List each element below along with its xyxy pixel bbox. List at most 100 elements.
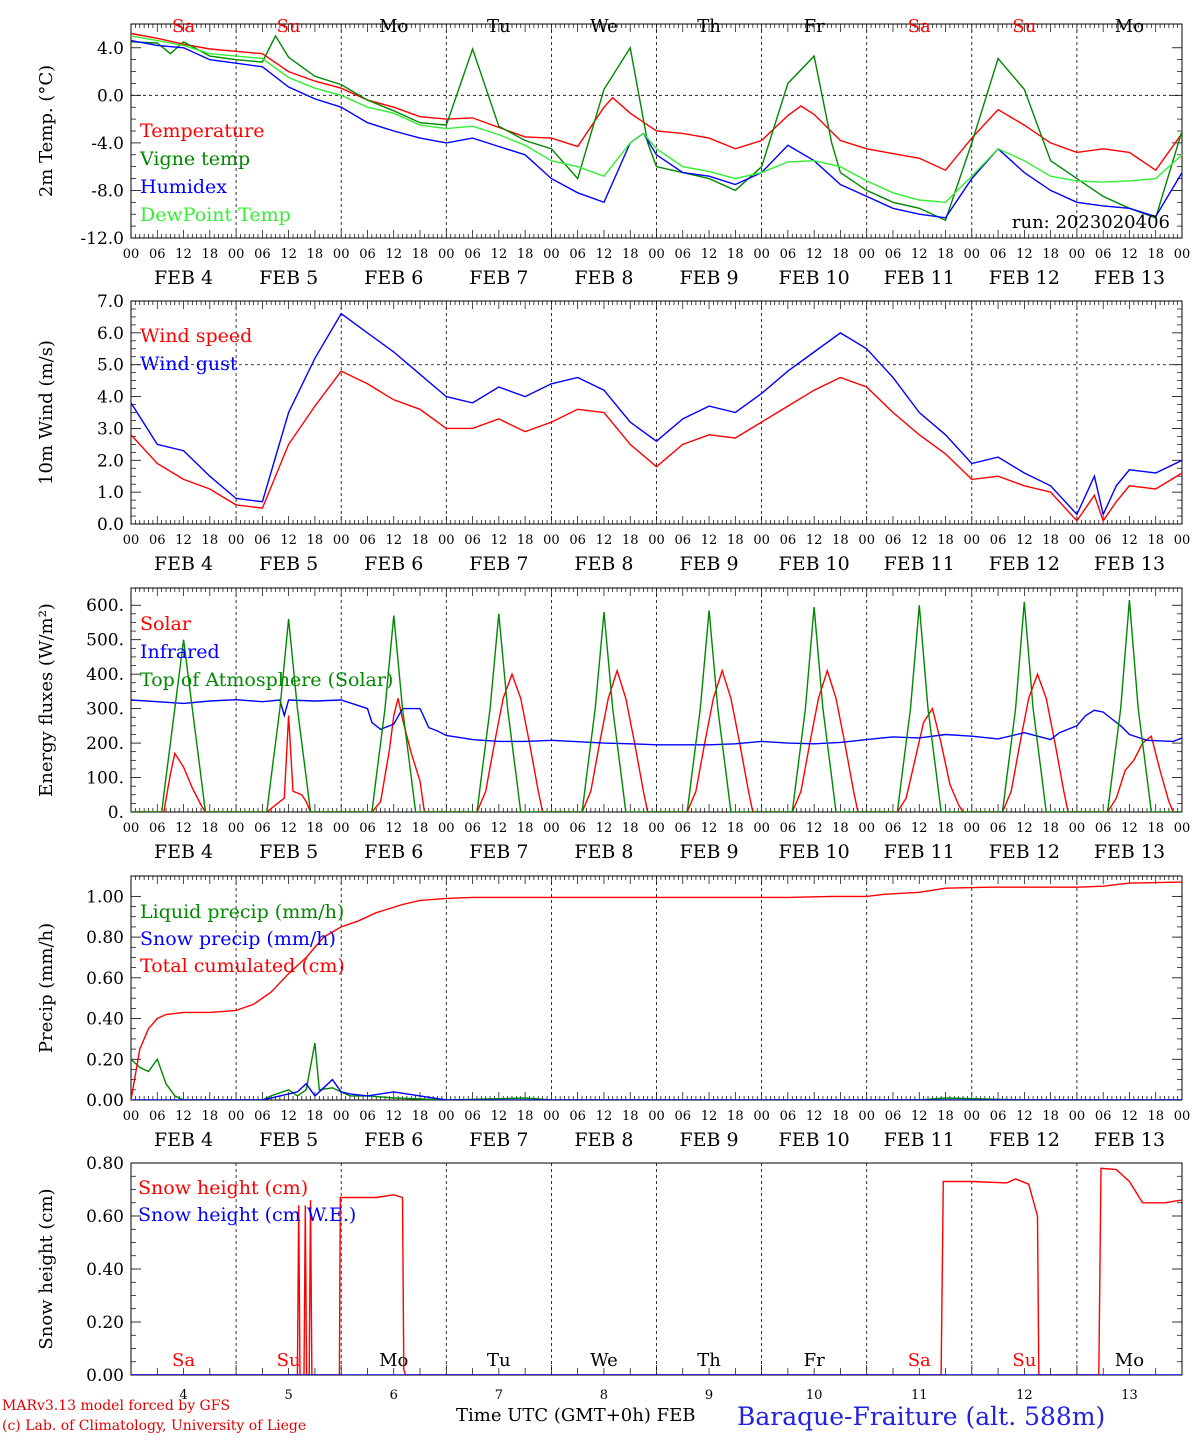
series-line — [131, 312, 1182, 517]
x-date-label: FEB 11 — [884, 841, 955, 863]
x-date-label: 12 — [1016, 1388, 1033, 1403]
x-hour-label: 18 — [1042, 247, 1059, 262]
x-hour-label: 18 — [517, 247, 534, 262]
x-hour-label: 18 — [832, 821, 849, 836]
x-hour-label: 12 — [1016, 533, 1033, 548]
x-date-label: FEB 5 — [259, 1129, 318, 1151]
x-hour-label: 00 — [858, 1109, 875, 1124]
x-hour-label: 18 — [622, 821, 639, 836]
y-tick-label: 0.20 — [86, 1050, 124, 1070]
weekday-label: Th — [697, 16, 721, 37]
x-hour-label: 12 — [596, 247, 613, 262]
x-hour-label: 00 — [1069, 247, 1086, 262]
y-tick-label: 5.0 — [97, 356, 124, 376]
x-hour-label: 12 — [911, 1109, 928, 1124]
x-hour-label: 06 — [464, 533, 481, 548]
x-hour-label: 18 — [307, 533, 324, 548]
y-tick-label: 2.0 — [97, 451, 124, 471]
x-hour-label: 00 — [1069, 1109, 1086, 1124]
y-tick-label: -4.0 — [91, 134, 124, 154]
series-line — [131, 32, 1182, 172]
y-tick-label: 0.00 — [86, 1366, 124, 1386]
x-hour-label: 12 — [596, 1109, 613, 1124]
x-hour-label: 12 — [806, 533, 823, 548]
x-hour-label: 12 — [491, 1109, 508, 1124]
weekday-label: Su — [277, 1350, 301, 1371]
x-hour-label: 18 — [622, 247, 639, 262]
legend-entry: Temperature — [140, 120, 264, 142]
x-hour-label: 06 — [885, 247, 902, 262]
x-hour-label: 00 — [438, 821, 455, 836]
x-hour-label: 00 — [228, 821, 245, 836]
x-hour-label: 00 — [333, 821, 350, 836]
x-hour-label: 12 — [1121, 821, 1138, 836]
legend-entry: Liquid precip (mm/h) — [140, 901, 344, 923]
x-hour-label: 00 — [123, 533, 140, 548]
x-hour-label: 00 — [858, 821, 875, 836]
x-hour-label: 12 — [1121, 1109, 1138, 1124]
x-hour-label: 00 — [438, 1109, 455, 1124]
y-tick-label: 200. — [86, 734, 124, 754]
y-tick-label: 1.00 — [86, 887, 124, 907]
x-hour-label: 06 — [780, 533, 797, 548]
series-line — [131, 600, 1182, 812]
y-tick-label: 0.80 — [86, 928, 124, 948]
x-date-label: 9 — [705, 1388, 713, 1403]
y-tick-label: 6.0 — [97, 324, 124, 344]
y-tick-label: 0.40 — [86, 1260, 124, 1280]
x-date-label: FEB 13 — [1094, 267, 1165, 289]
x-hour-label: 12 — [280, 821, 297, 836]
y-tick-label: 4.0 — [97, 388, 124, 408]
y-axis-label: Energy fluxes (W/m²) — [36, 603, 57, 797]
x-hour-label: 06 — [780, 821, 797, 836]
y-tick-label: 7.0 — [97, 292, 124, 312]
x-date-label: FEB 11 — [884, 1129, 955, 1151]
x-date-label: FEB 4 — [154, 841, 213, 863]
x-hour-label: 06 — [675, 533, 692, 548]
x-hour-label: 18 — [1042, 533, 1059, 548]
weekday-label: Sa — [172, 16, 195, 37]
x-hour-label: 06 — [149, 821, 166, 836]
y-tick-label: 600. — [86, 596, 124, 616]
weekday-label: Mo — [1115, 16, 1144, 37]
x-hour-label: 18 — [727, 821, 744, 836]
y-tick-label: -8.0 — [91, 181, 124, 201]
y-tick-label: 0. — [108, 803, 124, 823]
x-date-label: FEB 5 — [259, 267, 318, 289]
x-hour-label: 00 — [964, 821, 981, 836]
x-hour-label: 12 — [806, 821, 823, 836]
credit-model: MARv3.13 model forced by GFS — [2, 1398, 231, 1414]
x-hour-label: 00 — [333, 247, 350, 262]
x-hour-label: 00 — [648, 247, 665, 262]
x-date-label: FEB 5 — [259, 553, 318, 575]
x-hour-label: 06 — [569, 533, 586, 548]
y-tick-label: 0.20 — [86, 1313, 124, 1333]
x-hour-label: 00 — [123, 1109, 140, 1124]
x-hour-label: 06 — [254, 821, 271, 836]
x-hour-label: 00 — [543, 1109, 560, 1124]
x-hour-label: 18 — [622, 1109, 639, 1124]
weekday-label: Su — [1012, 16, 1036, 37]
x-hour-label: 00 — [228, 533, 245, 548]
x-hour-label: 00 — [1174, 247, 1191, 262]
wind-panel: 0.0 1.0 2.0 3.0 4.0 5.0 6.0 7.0 10m Wind (m/s) 00… — [36, 292, 1190, 575]
x-hour-label: 18 — [412, 821, 429, 836]
x-date-label: FEB 13 — [1094, 1129, 1165, 1151]
y-axis-label: 2m Temp. (°C) — [36, 65, 57, 197]
y-tick-label: 0.00 — [86, 1091, 124, 1111]
y-tick-label: 0.0 — [97, 86, 124, 106]
x-date-label: FEB 12 — [989, 1129, 1060, 1151]
y-axis-label: 10m Wind (m/s) — [36, 340, 57, 485]
x-hour-label: 06 — [990, 247, 1007, 262]
run-annotation: run: 2023020406 — [1012, 212, 1170, 233]
legend-entry: DewPoint Temp — [140, 204, 291, 226]
x-hour-label: 12 — [385, 533, 402, 548]
x-hour-label: 18 — [937, 821, 954, 836]
x-hour-label: 18 — [517, 1109, 534, 1124]
x-hour-label: 00 — [964, 1109, 981, 1124]
y-tick-label: -12.0 — [80, 229, 124, 249]
x-date-label: FEB 12 — [989, 553, 1060, 575]
weekday-label: We — [590, 16, 618, 37]
x-hour-label: 06 — [1095, 821, 1112, 836]
weekday-label: Fr — [804, 16, 825, 37]
